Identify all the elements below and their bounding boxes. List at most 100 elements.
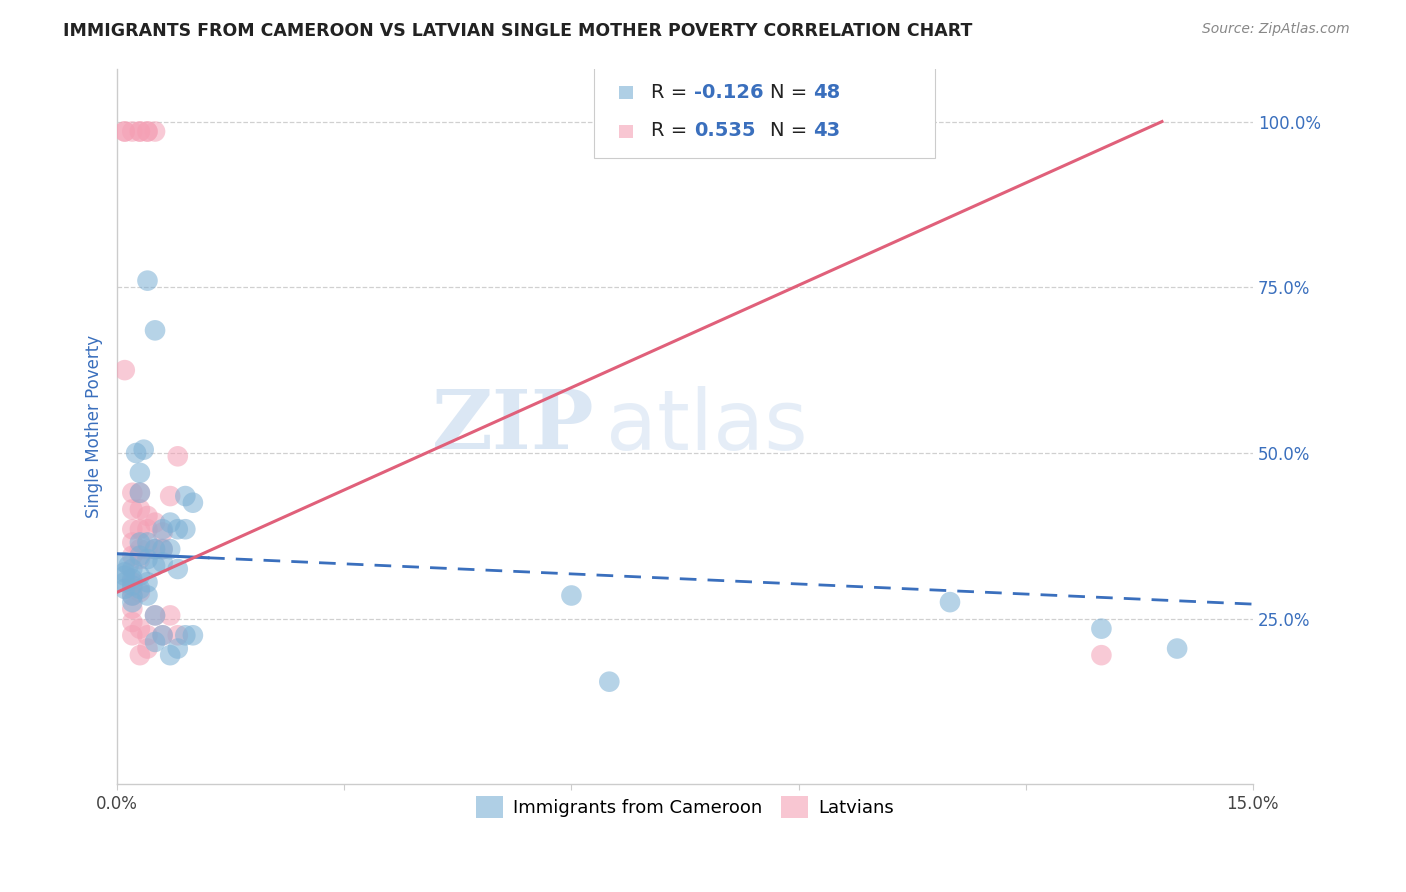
Point	[1166, 641, 1188, 656]
Point	[114, 124, 136, 138]
Text: R =: R =	[651, 121, 693, 140]
Point	[129, 585, 152, 599]
Text: 48: 48	[813, 83, 841, 102]
Text: ZIP: ZIP	[432, 386, 595, 467]
Text: N =: N =	[770, 83, 814, 102]
Point	[114, 363, 136, 377]
Text: 0.535: 0.535	[695, 121, 755, 140]
Point	[129, 535, 152, 549]
Point	[166, 450, 188, 464]
Point	[121, 582, 143, 596]
Point	[129, 549, 152, 563]
Point	[939, 595, 962, 609]
Point	[114, 555, 136, 569]
Point	[166, 522, 188, 536]
Point	[121, 601, 143, 615]
Legend: Immigrants from Cameroon, Latvians: Immigrants from Cameroon, Latvians	[468, 789, 901, 825]
Point	[129, 648, 152, 662]
Point	[136, 508, 159, 523]
Point	[121, 578, 143, 592]
Point	[129, 485, 152, 500]
Point	[136, 124, 159, 138]
Point	[166, 628, 188, 642]
Point	[136, 575, 159, 590]
Point	[1090, 622, 1112, 636]
Bar	[619, 125, 634, 138]
Point	[136, 274, 159, 288]
Point	[181, 496, 204, 510]
Point	[143, 608, 166, 623]
Point	[143, 542, 166, 557]
Point	[129, 485, 152, 500]
Point	[174, 489, 197, 503]
Point	[121, 124, 143, 138]
Point	[152, 522, 174, 536]
FancyBboxPatch shape	[595, 51, 935, 158]
Point	[143, 635, 166, 649]
Point	[121, 522, 143, 536]
Point	[143, 516, 166, 530]
Point	[121, 589, 143, 603]
Point	[129, 466, 152, 480]
Point	[132, 442, 155, 457]
Point	[159, 516, 181, 530]
Point	[136, 542, 159, 557]
Text: R =: R =	[651, 83, 693, 102]
Point	[143, 558, 166, 573]
Point	[129, 124, 152, 138]
Point	[136, 522, 159, 536]
Point	[117, 558, 139, 573]
Point	[129, 542, 152, 557]
Point	[136, 535, 159, 549]
Point	[121, 589, 143, 603]
Point	[136, 589, 159, 603]
Point	[143, 542, 166, 557]
Point	[121, 535, 143, 549]
Text: atlas: atlas	[606, 386, 807, 467]
Point	[129, 622, 152, 636]
Point	[121, 562, 143, 576]
Point	[143, 608, 166, 623]
Point	[125, 446, 148, 460]
Point	[159, 542, 181, 557]
Point	[114, 575, 136, 590]
Point	[129, 502, 152, 516]
Point	[166, 641, 188, 656]
Point	[121, 572, 143, 586]
Point	[159, 648, 181, 662]
Point	[121, 628, 143, 642]
Point	[136, 124, 159, 138]
Text: N =: N =	[770, 121, 814, 140]
Text: IMMIGRANTS FROM CAMEROON VS LATVIAN SINGLE MOTHER POVERTY CORRELATION CHART: IMMIGRANTS FROM CAMEROON VS LATVIAN SING…	[63, 22, 973, 40]
Point	[129, 124, 152, 138]
Point	[152, 555, 174, 569]
Point	[598, 674, 620, 689]
Point	[136, 628, 159, 642]
Point	[159, 489, 181, 503]
Point	[166, 562, 188, 576]
Y-axis label: Single Mother Poverty: Single Mother Poverty	[86, 334, 103, 518]
Point	[114, 582, 136, 596]
Point	[121, 502, 143, 516]
Point	[152, 525, 174, 540]
Point	[121, 595, 143, 609]
Point	[121, 615, 143, 629]
Point	[152, 628, 174, 642]
Point	[159, 608, 181, 623]
Point	[114, 124, 136, 138]
Point	[129, 552, 152, 566]
Point	[121, 575, 143, 590]
Point	[1090, 648, 1112, 662]
Point	[143, 124, 166, 138]
Text: -0.126: -0.126	[695, 83, 763, 102]
Point	[129, 582, 152, 596]
Point	[136, 641, 159, 656]
Point	[136, 552, 159, 566]
Point	[121, 549, 143, 563]
Point	[121, 485, 143, 500]
Point	[152, 628, 174, 642]
Point	[181, 628, 204, 642]
Point	[114, 566, 136, 580]
Point	[114, 568, 136, 582]
Text: 43: 43	[813, 121, 841, 140]
